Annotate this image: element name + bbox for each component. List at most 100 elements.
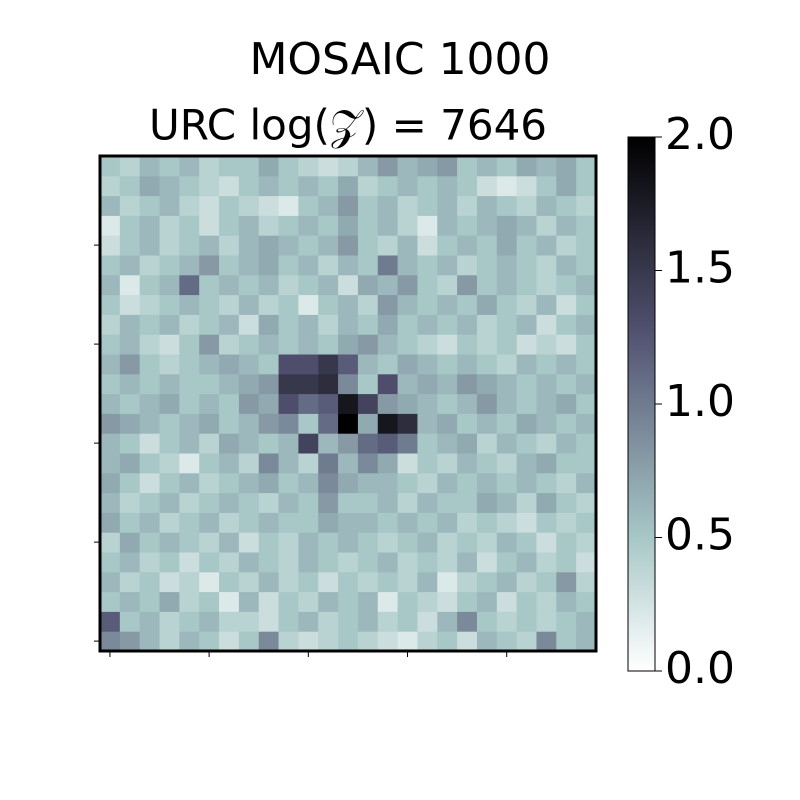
- heatmap-cell: [219, 472, 240, 494]
- heatmap-cell: [179, 255, 200, 276]
- heatmap-cell: [318, 492, 339, 513]
- heatmap-cell: [100, 195, 121, 216]
- heatmap-cell: [536, 334, 557, 355]
- heatmap-cell: [199, 175, 220, 197]
- heatmap-cell: [476, 591, 498, 612]
- heatmap-cell: [576, 413, 597, 434]
- heatmap-cell: [159, 413, 180, 434]
- heatmap-cell: [357, 591, 379, 612]
- heatmap-cell: [159, 195, 180, 216]
- heatmap-cell: [298, 175, 319, 197]
- heatmap-cell: [457, 631, 478, 652]
- heatmap-cell: [219, 413, 240, 434]
- heatmap-cell: [119, 591, 141, 612]
- heatmap-cell: [536, 354, 557, 375]
- heatmap-cell: [159, 156, 180, 177]
- heatmap-cell: [278, 175, 299, 197]
- heatmap-cell: [457, 334, 478, 355]
- heatmap-cell: [298, 235, 319, 256]
- heatmap-cell: [357, 195, 379, 216]
- heatmap-cell: [417, 175, 438, 197]
- heatmap-cell: [179, 433, 200, 454]
- heatmap-cell: [357, 453, 379, 474]
- heatmap-cell: [238, 631, 260, 652]
- heatmap-cell: [278, 552, 299, 573]
- heatmap-cell: [338, 314, 359, 335]
- heatmap-cell: [159, 255, 180, 276]
- heatmap-cell: [536, 571, 557, 593]
- heatmap-cell: [199, 433, 220, 454]
- heatmap-cell: [417, 393, 438, 414]
- heatmap-cell: [119, 314, 141, 335]
- heatmap-cell: [318, 334, 339, 355]
- heatmap-cell: [516, 354, 537, 375]
- heatmap-cell: [318, 235, 339, 256]
- heatmap-cell: [278, 373, 299, 395]
- heatmap-cell: [139, 195, 161, 216]
- heatmap-cell: [576, 552, 597, 573]
- heatmap-cell: [377, 373, 399, 395]
- heatmap-cell: [258, 294, 280, 315]
- heatmap-cell: [119, 453, 141, 474]
- heatmap-cell: [139, 611, 161, 632]
- heatmap-cell: [496, 413, 518, 434]
- heatmap-cell: [457, 175, 478, 197]
- heatmap-cell: [238, 175, 260, 197]
- heatmap-cell: [556, 532, 577, 553]
- heatmap-cell: [556, 413, 577, 434]
- heatmap-cell: [457, 433, 478, 454]
- heatmap-cell: [199, 215, 220, 236]
- heatmap-cell: [199, 532, 220, 553]
- heatmap-cell: [516, 393, 537, 414]
- heatmap-cell: [258, 314, 280, 335]
- heatmap-cell: [338, 532, 359, 553]
- heatmap-cell: [437, 314, 458, 335]
- colorbar-tick-label: 2.0: [665, 109, 735, 160]
- heatmap-cell: [556, 294, 577, 315]
- heatmap-cell: [576, 631, 597, 652]
- heatmap-cell: [397, 413, 418, 434]
- heatmap-cell: [357, 354, 379, 375]
- heatmap-cell: [377, 274, 399, 296]
- heatmap-cell: [377, 512, 399, 533]
- heatmap-cell: [536, 156, 557, 177]
- heatmap-cell: [298, 611, 319, 632]
- heatmap-cell: [159, 611, 180, 632]
- heatmap-cell: [377, 354, 399, 375]
- heatmap-cell: [417, 591, 438, 612]
- heatmap-cell: [100, 393, 121, 414]
- heatmap-cell: [516, 255, 537, 276]
- heatmap-cell: [100, 156, 121, 177]
- heatmap-cell: [159, 552, 180, 573]
- heatmap-cell: [238, 354, 260, 375]
- heatmap-cell: [258, 413, 280, 434]
- heatmap-cell: [496, 393, 518, 414]
- heatmap-cell: [397, 512, 418, 533]
- heatmap-cell: [139, 552, 161, 573]
- heatmap-cell: [199, 472, 220, 494]
- chart-title: MOSAIC 1000: [249, 34, 550, 85]
- heatmap-cell: [258, 433, 280, 454]
- heatmap-cell: [139, 591, 161, 612]
- heatmap-cell: [437, 552, 458, 573]
- heatmap-cell: [258, 156, 280, 177]
- heatmap-cell: [298, 334, 319, 355]
- heatmap-cell: [397, 156, 418, 177]
- heatmap-cell: [338, 175, 359, 197]
- heatmap-cell: [199, 552, 220, 573]
- heatmap-cell: [179, 215, 200, 236]
- heatmap-cell: [318, 591, 339, 612]
- heatmap-cell: [576, 334, 597, 355]
- heatmap-cell: [258, 235, 280, 256]
- heatmap-cell: [457, 274, 478, 296]
- heatmap-cell: [100, 274, 121, 296]
- heatmap-cell: [397, 453, 418, 474]
- heatmap-cell: [139, 215, 161, 236]
- heatmap-cell: [159, 294, 180, 315]
- heatmap-cell: [457, 215, 478, 236]
- heatmap-cell: [100, 255, 121, 276]
- heatmap-cell: [219, 215, 240, 236]
- heatmap-cell: [357, 552, 379, 573]
- heatmap-cell: [238, 472, 260, 494]
- heatmap-cell: [238, 314, 260, 335]
